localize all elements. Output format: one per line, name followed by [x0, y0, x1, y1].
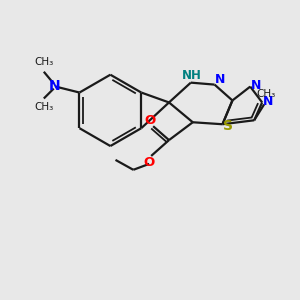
Text: NH: NH — [182, 69, 202, 82]
Text: CH₃: CH₃ — [34, 57, 53, 67]
Text: O: O — [145, 114, 156, 127]
Text: CH₃: CH₃ — [256, 89, 276, 100]
Text: S: S — [224, 119, 233, 133]
Text: N: N — [215, 73, 226, 86]
Text: O: O — [144, 156, 155, 170]
Text: N: N — [251, 79, 261, 92]
Text: N: N — [49, 79, 61, 93]
Text: CH₃: CH₃ — [34, 102, 53, 112]
Text: N: N — [263, 95, 273, 108]
